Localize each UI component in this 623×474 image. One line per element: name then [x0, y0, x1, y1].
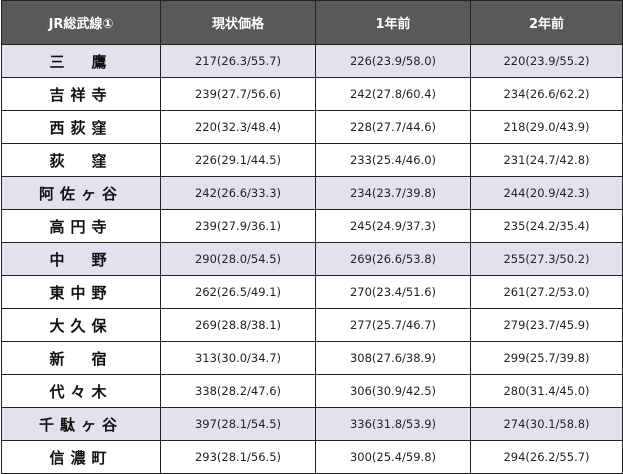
two-years-ago-cell: 274(30.1/58.8)	[470, 407, 623, 441]
one-year-ago-cell: 300(25.4/59.8)	[315, 440, 471, 474]
table-row: 三 鷹 217(26.3/55.7) 226(23.9/58.0) 220(23.9/…	[1, 44, 623, 78]
one-year-ago-cell: 245(24.9/37.3)	[315, 209, 471, 243]
table-row: 新 宿 313(30.0/34.7) 308(27.6/38.9) 299(25.7/…	[1, 341, 623, 375]
current-price-cell: 217(26.3/55.7)	[160, 44, 316, 78]
table-row: 東中野 262(26.5/49.1) 270(23.4/51.6) 261(27.2/…	[1, 275, 623, 309]
two-years-ago-cell: 299(25.7/39.8)	[470, 341, 623, 375]
header-row: JR総武線① 現状価格 1年前 2年前	[1, 0, 623, 45]
two-years-ago-cell: 279(23.7/45.9)	[470, 308, 623, 342]
station-cell: 大久保	[1, 308, 161, 342]
station-cell: 千駄ヶ谷	[1, 407, 161, 441]
two-years-ago-cell: 280(31.4/45.0)	[470, 374, 623, 408]
station-cell: 代々木	[1, 374, 161, 408]
table-row: 高円寺 239(27.9/36.1) 245(24.9/37.3) 235(24.2/…	[1, 209, 623, 243]
two-years-ago-cell: 235(24.2/35.4)	[470, 209, 623, 243]
table-row: 中 野 290(28.0/54.5) 269(26.6/53.8) 255(27.3/…	[1, 242, 623, 276]
table-row: 千駄ヶ谷 397(28.1/54.5) 336(31.8/53.9) 274(30.1…	[1, 407, 623, 441]
one-year-ago-cell: 226(23.9/58.0)	[315, 44, 471, 78]
station-cell: 吉祥寺	[1, 77, 161, 111]
one-year-ago-cell: 270(23.4/51.6)	[315, 275, 471, 309]
current-price-cell: 220(32.3/48.4)	[160, 110, 316, 144]
current-price-cell: 290(28.0/54.5)	[160, 242, 316, 276]
current-price-cell: 262(26.5/49.1)	[160, 275, 316, 309]
two-years-ago-cell: 294(26.2/55.7)	[470, 440, 623, 474]
current-price-cell: 242(26.6/33.3)	[160, 176, 316, 210]
station-cell: 新 宿	[1, 341, 161, 375]
station-cell: 東中野	[1, 275, 161, 309]
one-year-ago-cell: 277(25.7/46.7)	[315, 308, 471, 342]
header-one-year-ago: 1年前	[315, 0, 471, 45]
one-year-ago-cell: 269(26.6/53.8)	[315, 242, 471, 276]
header-line: JR総武線①	[1, 0, 161, 45]
table-row: 代々木 338(28.2/47.6) 306(30.9/42.5) 280(31.4/…	[1, 374, 623, 408]
current-price-cell: 313(30.0/34.7)	[160, 341, 316, 375]
current-price-cell: 293(28.1/56.5)	[160, 440, 316, 474]
header-two-years-ago: 2年前	[470, 0, 623, 45]
two-years-ago-cell: 255(27.3/50.2)	[470, 242, 623, 276]
station-cell: 信濃町	[1, 440, 161, 474]
current-price-cell: 239(27.7/56.6)	[160, 77, 316, 111]
table-row: 荻 窪 226(29.1/44.5) 233(25.4/46.0) 231(24.7/…	[1, 143, 623, 177]
two-years-ago-cell: 261(27.2/53.0)	[470, 275, 623, 309]
one-year-ago-cell: 242(27.8/60.4)	[315, 77, 471, 111]
one-year-ago-cell: 336(31.8/53.9)	[315, 407, 471, 441]
station-cell: 阿佐ヶ谷	[1, 176, 161, 210]
current-price-cell: 226(29.1/44.5)	[160, 143, 316, 177]
current-price-cell: 397(28.1/54.5)	[160, 407, 316, 441]
two-years-ago-cell: 234(26.6/62.2)	[470, 77, 623, 111]
table-row: 大久保 269(28.8/38.1) 277(25.7/46.7) 279(23.7/…	[1, 308, 623, 342]
current-price-cell: 269(28.8/38.1)	[160, 308, 316, 342]
table-row: 吉祥寺 239(27.7/56.6) 242(27.8/60.4) 234(26.6/…	[1, 77, 623, 111]
station-cell: 中 野	[1, 242, 161, 276]
one-year-ago-cell: 228(27.7/44.6)	[315, 110, 471, 144]
header-current-price: 現状価格	[160, 0, 316, 45]
table-row: 信濃町 293(28.1/56.5) 300(25.4/59.8) 294(26.2/…	[1, 440, 623, 474]
two-years-ago-cell: 218(29.0/43.9)	[470, 110, 623, 144]
table-row: 西荻窪 220(32.3/48.4) 228(27.7/44.6) 218(29.0/…	[1, 110, 623, 144]
one-year-ago-cell: 233(25.4/46.0)	[315, 143, 471, 177]
current-price-cell: 239(27.9/36.1)	[160, 209, 316, 243]
station-cell: 西荻窪	[1, 110, 161, 144]
station-cell: 三 鷹	[1, 44, 161, 78]
one-year-ago-cell: 308(27.6/38.9)	[315, 341, 471, 375]
current-price-cell: 338(28.2/47.6)	[160, 374, 316, 408]
table-row: 阿佐ヶ谷 242(26.6/33.3) 234(23.7/39.8) 244(20.9…	[1, 176, 623, 210]
two-years-ago-cell: 244(20.9/42.3)	[470, 176, 623, 210]
two-years-ago-cell: 220(23.9/55.2)	[470, 44, 623, 78]
station-cell: 高円寺	[1, 209, 161, 243]
two-years-ago-cell: 231(24.7/42.8)	[470, 143, 623, 177]
station-cell: 荻 窪	[1, 143, 161, 177]
one-year-ago-cell: 306(30.9/42.5)	[315, 374, 471, 408]
one-year-ago-cell: 234(23.7/39.8)	[315, 176, 471, 210]
